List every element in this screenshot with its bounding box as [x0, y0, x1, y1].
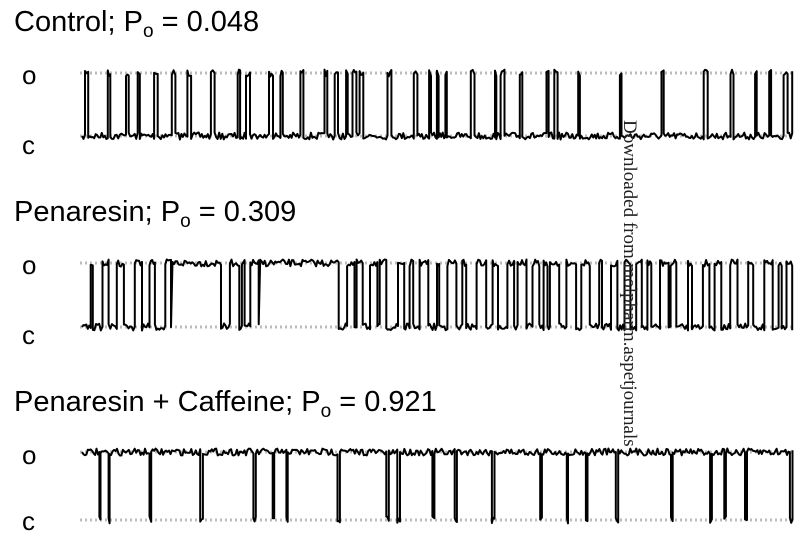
panel-title-control: Control; Po = 0.048	[14, 6, 260, 42]
panel-title-penaresin: Penaresin; Po = 0.309	[14, 196, 297, 232]
panel-penaresin-traces	[80, 258, 794, 332]
open-state-label: o	[22, 440, 37, 470]
closed-state-label: c	[22, 506, 35, 536]
closed-state-label: c	[22, 130, 35, 160]
single-channel-trace-control	[81, 68, 794, 141]
panel-title-penaresin-caffeine: Penaresin + Caffeine; Po = 0.921	[14, 386, 437, 422]
watermark-text: Downloaded from molpharm.aspetjournals	[620, 120, 640, 447]
panel-control-traces	[80, 68, 794, 141]
panel-penaresin-caffeine-traces	[80, 447, 794, 525]
single-channel-trace-penaresin	[81, 258, 794, 332]
single-channel-trace-penaresin-caffeine	[81, 447, 794, 525]
closed-state-label: c	[22, 320, 35, 350]
open-state-label: o	[22, 250, 37, 280]
open-state-label: o	[22, 60, 37, 90]
